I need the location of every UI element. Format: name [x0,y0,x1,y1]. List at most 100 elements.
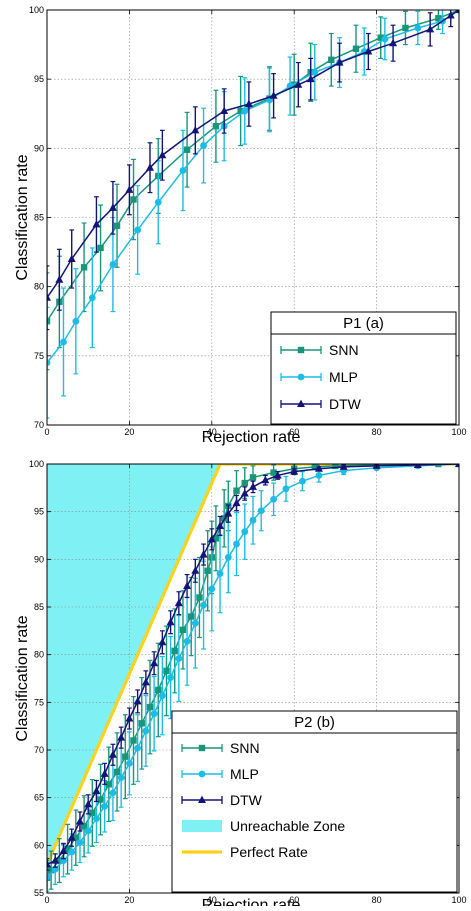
data-point [47,359,51,367]
x-tick-label: 80 [372,895,382,905]
data-point [146,163,154,171]
legend-marker [198,770,206,778]
legend-label: SNN [329,342,359,358]
y-tick-label: 90 [34,554,44,564]
data-point [220,106,229,114]
legend: P1 (a) SNN MLP DTW [270,311,457,425]
data-point [142,727,150,735]
data-point [233,540,240,548]
legend-entry-unreachable-zone: Unreachable Zone [182,818,345,834]
x-tick-label: 20 [124,427,134,437]
data-point [174,598,183,607]
data-point [76,839,84,846]
data-point [306,74,315,83]
y-tick-label: 95 [34,507,44,517]
data-point [311,464,318,471]
series-line [47,10,459,364]
data-point [155,686,162,694]
legend-title: P2 (b) [294,714,335,731]
data-point [352,45,360,52]
data-point [191,125,200,134]
y-tick-label: 70 [34,745,44,755]
data-point [270,469,277,476]
legend-label: DTW [329,396,362,412]
data-point [113,222,121,229]
data-point [47,866,55,874]
data-point [84,799,93,808]
data-point [108,750,117,758]
data-point [130,737,137,744]
data-point [377,34,384,41]
data-point [67,254,76,262]
data-point [55,275,64,283]
data-point [200,142,207,149]
data-point [183,581,192,590]
series-dtw [47,464,459,871]
ticks: 0 20 40 60 80 100 55 60 65 70 75 80 85 90 95 100 [29,459,467,905]
x-axis-label: Rejection rate [202,897,301,906]
data-point [204,567,211,574]
legend-label: SNN [230,740,260,756]
data-point [101,802,109,810]
data-point [183,637,191,645]
data-point [108,203,117,211]
data-point [51,856,60,864]
data-point [72,317,80,325]
data-point [183,146,191,153]
data-point [249,474,257,481]
ticks: 0 20 40 60 80 100 70 75 80 85 90 95 100 [29,5,467,437]
data-point [261,475,270,484]
data-point [134,226,142,234]
y-tick-label: 55 [34,888,44,898]
data-point [171,647,178,655]
data-point [232,498,241,507]
data-point [125,714,134,722]
legend-entry-snn: SNN [181,740,260,756]
data-point [328,56,335,63]
data-point [97,796,104,803]
data-point [150,658,159,667]
x-tick-label: 80 [372,427,382,437]
data-point [291,81,298,88]
y-tick-label: 75 [34,697,44,707]
series-snn [47,10,459,371]
data-point [158,692,166,700]
data-point [455,464,459,467]
data-point [117,774,125,782]
data-point [125,185,134,193]
x-tick-label: 0 [44,895,49,905]
data-point [93,815,100,823]
data-point [75,817,84,825]
data-point [179,167,187,174]
data-point [188,613,195,620]
y-tick-label: 80 [34,282,44,292]
data-point [241,107,249,115]
legend-label: MLP [230,766,259,782]
data-point [59,846,68,855]
data-point [68,848,76,856]
data-point [294,80,303,88]
legend-swatch [182,820,222,832]
data-point [446,11,455,19]
x-tick-label: 100 [451,427,466,437]
series-line [47,464,459,866]
legend: P2 (b) SNN MLP DTW Unreachable Zone Perfect R… [171,710,458,893]
series-line [47,10,459,299]
data-point [125,759,133,767]
data-point [237,107,244,115]
y-tick-label: 95 [34,74,44,84]
y-tick-label: 80 [34,650,44,660]
data-point [80,823,88,830]
data-point [435,15,442,22]
data-point [88,294,96,302]
y-tick-label: 60 [34,840,44,850]
data-point [138,720,145,727]
data-point [67,833,76,841]
data-point [257,507,265,515]
legend-marker [297,399,305,407]
data-point [56,857,63,864]
legend-marker [297,373,305,381]
data-point [381,35,389,43]
data-point [100,769,109,777]
